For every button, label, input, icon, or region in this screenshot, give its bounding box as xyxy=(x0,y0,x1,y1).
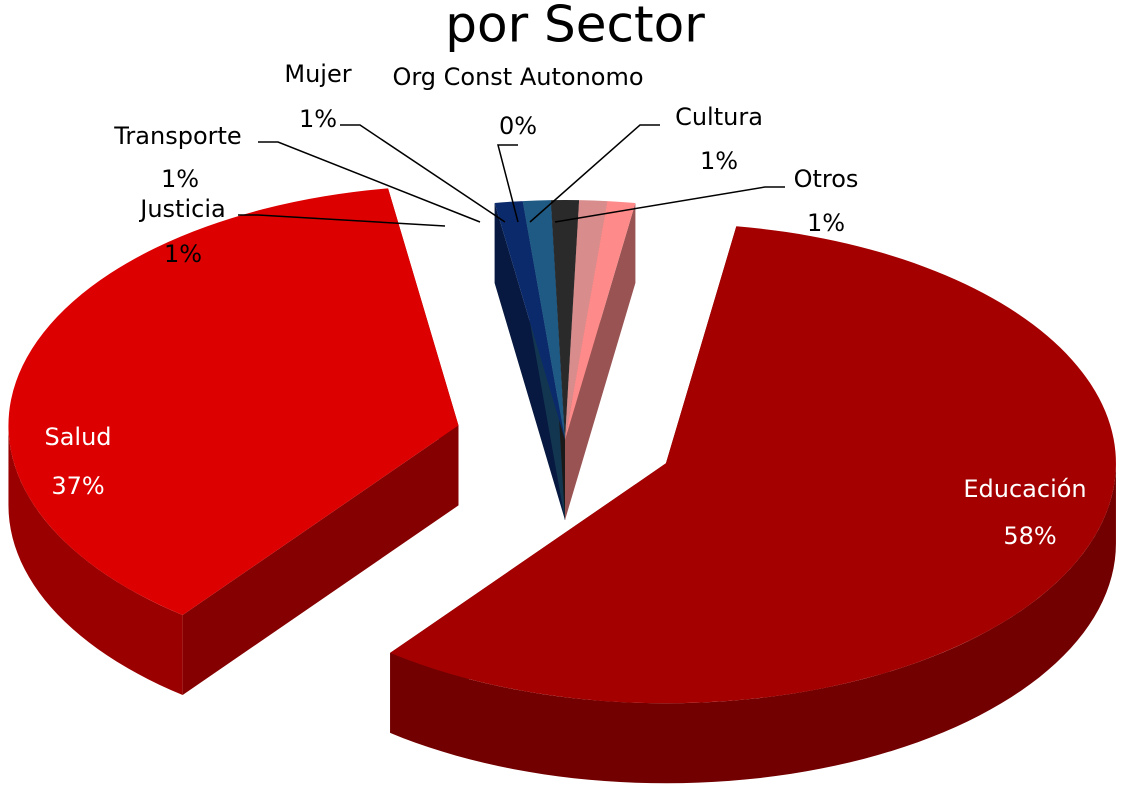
slice-label: Org Const Autonomo xyxy=(392,63,643,91)
slice xyxy=(550,200,580,440)
leader-line xyxy=(554,186,785,223)
slice-value: 1% xyxy=(299,105,337,133)
slice-label: Mujer xyxy=(284,60,351,88)
slice-edge xyxy=(182,425,459,696)
slice-label: Educación xyxy=(963,475,1086,503)
slice xyxy=(522,200,565,440)
slice-value: 0% xyxy=(499,112,537,140)
leader-line xyxy=(497,144,519,223)
chart-title: por Sector xyxy=(445,0,705,54)
slice-label: Otros xyxy=(794,165,859,193)
slice xyxy=(565,200,608,440)
slice-tops xyxy=(8,188,1116,704)
leader-line xyxy=(340,124,506,223)
slice-wall xyxy=(390,463,1116,784)
slice-value: 58% xyxy=(1003,522,1056,550)
slice-value: 1% xyxy=(807,209,845,237)
slice-label: Transporte xyxy=(113,122,241,150)
slice-label: Salud xyxy=(44,423,111,451)
slice xyxy=(494,201,565,440)
slice-label: Justicia xyxy=(138,195,225,223)
slice-value: 37% xyxy=(51,472,104,500)
slice xyxy=(390,226,1116,704)
leader-line xyxy=(258,141,481,223)
slice xyxy=(8,188,459,616)
slice-value: 1% xyxy=(161,165,199,193)
slice-value: 1% xyxy=(700,147,738,175)
slice-label: Cultura xyxy=(675,103,763,131)
leader-line xyxy=(529,124,660,223)
slice-value: 1% xyxy=(164,240,202,268)
slice-wall xyxy=(8,425,183,696)
slice-edge xyxy=(565,202,636,520)
slice-edge xyxy=(494,202,565,520)
slice xyxy=(565,201,636,440)
leader-line xyxy=(238,214,446,227)
